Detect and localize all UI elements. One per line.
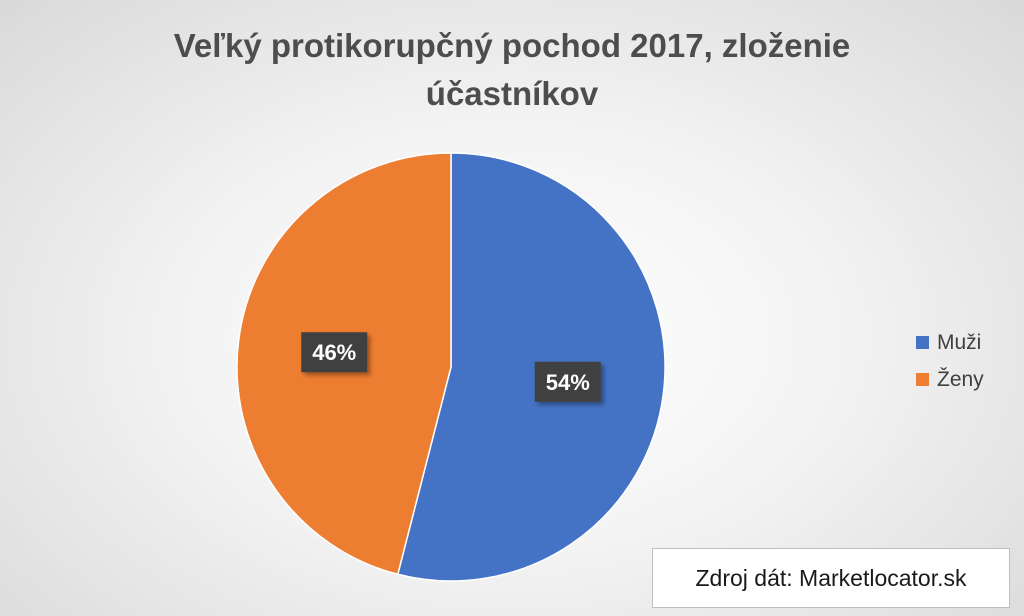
data-label-text-muzi: 54% bbox=[546, 370, 590, 395]
chart-title-line-2: účastníkov bbox=[425, 75, 599, 112]
source-note-text: Zdroj dát: Marketlocator.sk bbox=[695, 564, 967, 591]
legend-label-muzi: Muži bbox=[937, 330, 982, 354]
legend-item-zeny: Ženy bbox=[916, 361, 1016, 398]
data-label-text-zeny: 46% bbox=[312, 340, 356, 365]
chart-title-line-1: Veľký protikorupčný pochod 2017, zloženi… bbox=[173, 27, 851, 64]
data-label-box-muzi bbox=[534, 361, 601, 402]
legend-item-muzi: Muži bbox=[916, 324, 1016, 361]
data-label-box-zeny bbox=[301, 332, 368, 373]
pie-slice-muzi bbox=[396, 152, 666, 582]
legend: Muži Ženy bbox=[916, 324, 1016, 398]
source-note: Zdroj dát: Marketlocator.sk bbox=[652, 548, 1010, 608]
legend-label-zeny: Ženy bbox=[937, 367, 984, 391]
chart-title: Veľký protikorupčný pochod 2017, zloženi… bbox=[0, 22, 1024, 118]
data-label-muzi: 54% bbox=[534, 361, 601, 402]
legend-swatch-zeny bbox=[916, 373, 929, 386]
legend-swatch-muzi bbox=[916, 336, 929, 349]
data-label-zeny: 46% bbox=[301, 332, 368, 373]
